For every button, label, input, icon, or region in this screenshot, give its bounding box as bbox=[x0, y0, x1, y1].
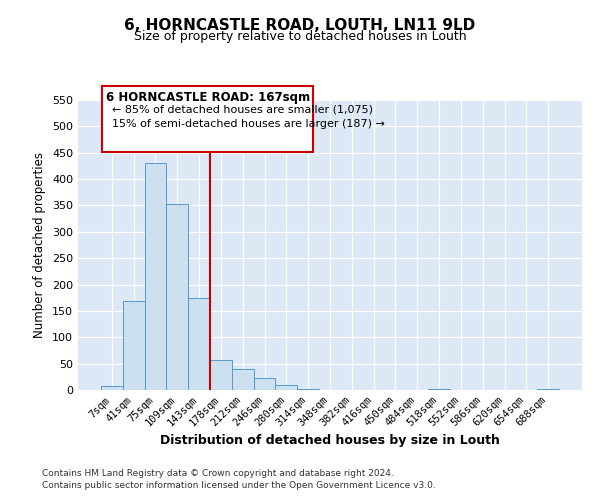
Text: ← 85% of detached houses are smaller (1,075): ← 85% of detached houses are smaller (1,… bbox=[112, 104, 373, 115]
Bar bbox=[123, 302, 145, 390]
Text: Contains public sector information licensed under the Open Government Licence v3: Contains public sector information licen… bbox=[42, 481, 436, 490]
Bar bbox=[210, 360, 232, 390]
Text: Contains HM Land Registry data © Crown copyright and database right 2024.: Contains HM Land Registry data © Crown c… bbox=[42, 468, 394, 477]
Bar bbox=[232, 369, 254, 390]
Text: 15% of semi-detached houses are larger (187) →: 15% of semi-detached houses are larger (… bbox=[112, 119, 385, 129]
Text: 6 HORNCASTLE ROAD: 167sqm: 6 HORNCASTLE ROAD: 167sqm bbox=[106, 92, 310, 104]
Text: Size of property relative to detached houses in Louth: Size of property relative to detached ho… bbox=[134, 30, 466, 43]
FancyBboxPatch shape bbox=[102, 86, 313, 152]
Bar bbox=[145, 164, 166, 390]
Bar bbox=[166, 204, 188, 390]
Y-axis label: Number of detached properties: Number of detached properties bbox=[34, 152, 46, 338]
X-axis label: Distribution of detached houses by size in Louth: Distribution of detached houses by size … bbox=[160, 434, 500, 447]
Bar bbox=[275, 384, 297, 390]
Bar bbox=[254, 378, 275, 390]
Bar bbox=[297, 389, 319, 390]
Bar bbox=[188, 298, 210, 390]
Text: 6, HORNCASTLE ROAD, LOUTH, LN11 9LD: 6, HORNCASTLE ROAD, LOUTH, LN11 9LD bbox=[124, 18, 476, 32]
Bar bbox=[101, 386, 123, 390]
